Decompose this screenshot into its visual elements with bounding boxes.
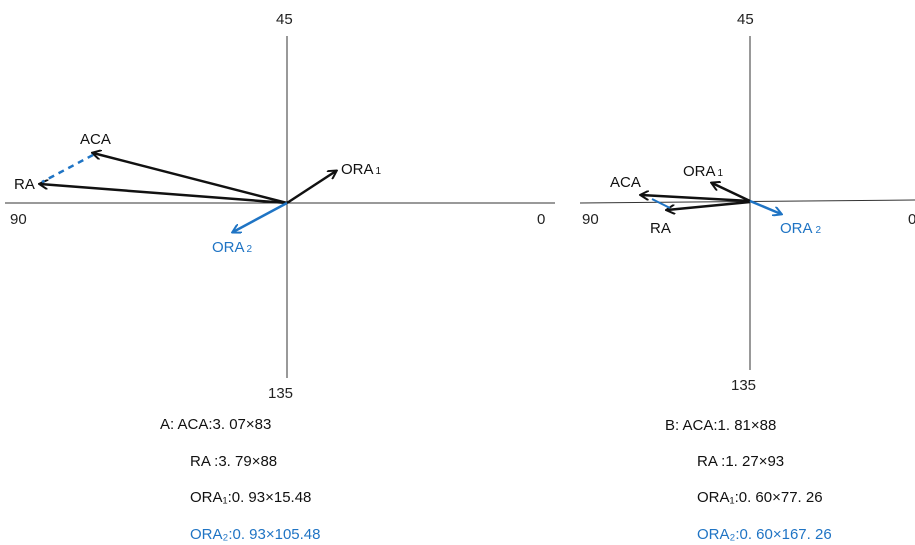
panel-b-ora1-label: ORA 1	[683, 163, 724, 180]
panel-b-ra-arrow	[667, 200, 751, 210]
panel-b-ora2-label-sub: 2	[816, 225, 822, 236]
panel-b-ora2-label: ORA 2	[780, 220, 822, 237]
panel-b-annotation-ora1: ORA₁:0. 60×77. 26	[697, 489, 823, 506]
panel-b-ora2-label-main: ORA	[780, 220, 813, 237]
panel-b-ra-label: RA	[650, 220, 671, 237]
panel-b: 45 90 0 135 ACA RA ORA 1 ORA 2 B: ACA:1. 8…	[579, 11, 915, 543]
panel-a-ora1-label-main: ORA	[341, 161, 374, 178]
panel-a-axis-label-bottom: 135	[268, 385, 293, 402]
panel-b-axis-label-bottom: 135	[731, 377, 756, 394]
panel-b-annotation-ora2: ORA₂:0. 60×167. 26	[697, 526, 832, 543]
panel-b-aca-label: ACA	[610, 174, 641, 191]
panel-b-annotation-aca: B: ACA:1. 81×88	[665, 417, 776, 434]
panel-a-ora1-label-sub: 1	[376, 166, 382, 177]
panel-b-axis-label-right: 0	[908, 211, 915, 228]
panel-a-aca-arrow	[93, 153, 288, 205]
panel-b-axis-label-left: 90	[582, 211, 599, 228]
panel-a-aca-label: ACA	[80, 131, 111, 148]
panel-a-ora2-arrow	[233, 201, 288, 232]
panel-b-axis-label-top: 45	[737, 11, 754, 28]
panel-a-ora2-label-sub: 2	[247, 244, 253, 255]
panel-a-ora1-label: ORA 1	[341, 161, 382, 178]
panel-a-axis-label-left: 90	[10, 211, 27, 228]
panel-a-annotation-ra: RA :3. 79×88	[190, 453, 277, 470]
panel-a-annotation-ora2: ORA₂:0. 93×105.48	[190, 526, 321, 543]
panel-a-ora1-arrow	[286, 171, 336, 205]
panel-a-ora2-label: ORA 2	[212, 239, 253, 256]
panel-a-axis-label-right: 0	[537, 211, 545, 228]
panel-a-annotation-ora1: ORA₁:0. 93×15.48	[190, 489, 311, 506]
panel-a-axis-label-top: 45	[276, 11, 293, 28]
panel-a-annotation-aca: A: ACA:3. 07×83	[160, 416, 271, 433]
panel-a-ra-arrow	[40, 184, 288, 205]
panel-a-ra-label: RA	[14, 176, 35, 193]
panel-b-aca-arrow	[641, 195, 751, 203]
panel-b-ra-blue-link	[651, 198, 671, 209]
panel-a-ora2-label-main: ORA	[212, 239, 245, 256]
panel-a: 45 90 0 135 ACA RA ORA 1 ORA 2 A: ACA:3. 0…	[5, 11, 555, 543]
panel-b-annotation-ra: RA :1. 27×93	[697, 453, 784, 470]
panel-b-ora1-label-sub: 1	[718, 168, 724, 179]
panel-a-ra-dashed-link	[41, 153, 94, 184]
panel-b-ora1-arrow	[712, 183, 751, 203]
panel-b-ora1-label-main: ORA	[683, 163, 716, 180]
panel-b-ora2-arrow	[749, 199, 781, 214]
